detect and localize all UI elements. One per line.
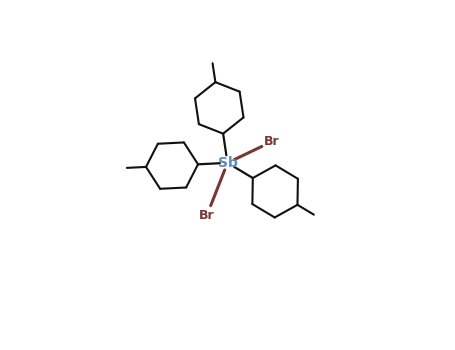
Text: Br: Br xyxy=(263,135,279,148)
Text: Sb: Sb xyxy=(217,156,238,170)
Text: Br: Br xyxy=(199,209,215,222)
